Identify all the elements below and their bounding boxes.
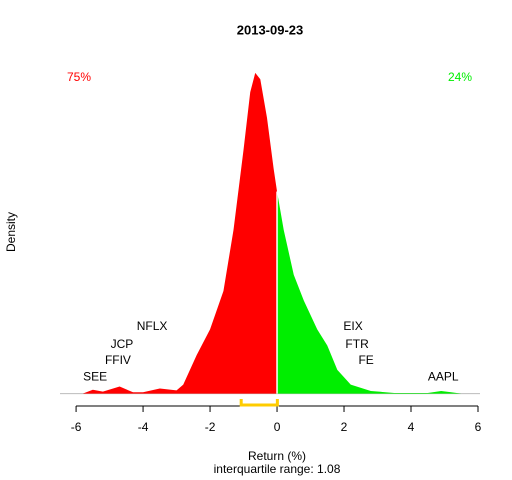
density-area	[82, 72, 278, 394]
density-area	[277, 191, 462, 394]
x-tick-label: -6	[71, 420, 82, 434]
x-axis-label: Return (%)	[248, 449, 306, 463]
stock-label: AAPL	[428, 370, 459, 384]
left-share: 75%	[67, 70, 91, 84]
stock-label: SEE	[83, 370, 107, 384]
x-tick-label: -2	[205, 420, 216, 434]
stock-label: FFIV	[105, 353, 131, 367]
subtitle: interquartile range: 1.08	[214, 462, 341, 476]
iqr-bracket	[239, 399, 279, 407]
y-axis-label: Density	[4, 212, 18, 252]
stock-label: EIX	[343, 319, 362, 333]
stock-label: NFLX	[137, 319, 168, 333]
x-tick-label: -4	[138, 420, 149, 434]
x-tick-label: 2	[341, 420, 348, 434]
stock-label: FE	[358, 353, 373, 367]
x-tick-label: 0	[274, 420, 281, 434]
stock-label: FTR	[345, 337, 369, 351]
x-tick-label: 4	[408, 420, 415, 434]
stock-label: JCP	[111, 337, 134, 351]
chart-title: 2013-09-23	[237, 22, 304, 37]
right-share: 24%	[448, 70, 472, 84]
x-tick-label: 6	[475, 420, 482, 434]
